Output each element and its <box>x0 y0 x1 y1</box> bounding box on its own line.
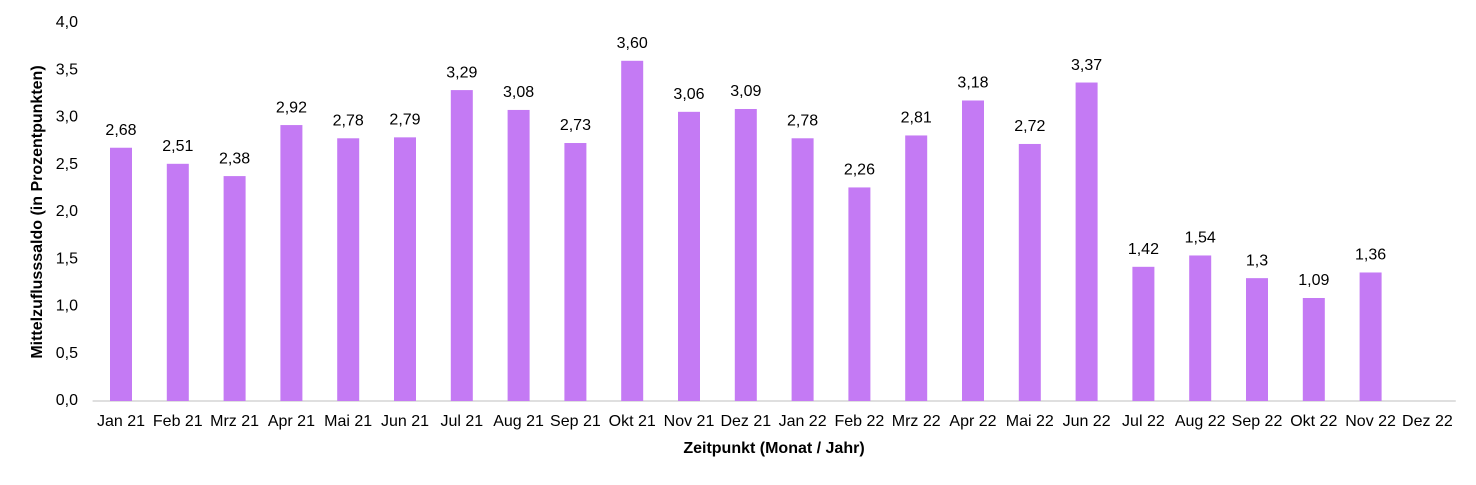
value-label: 2,92 <box>276 99 307 116</box>
value-label: 1,36 <box>1355 247 1386 264</box>
x-tick-label: Sep 21 <box>550 413 601 430</box>
x-tick-label: Jul 22 <box>1122 413 1165 430</box>
bar <box>1246 278 1268 401</box>
y-tick-label: 1,0 <box>56 298 78 315</box>
y-tick-label: 2,5 <box>56 156 78 173</box>
value-label: 2,73 <box>560 117 591 134</box>
x-tick-label: Okt 21 <box>609 413 656 430</box>
value-label: 3,18 <box>957 75 988 92</box>
x-tick-label: Mai 22 <box>1006 413 1054 430</box>
x-tick-label: Mrz 22 <box>892 413 941 430</box>
bar <box>1302 297 1325 401</box>
bar <box>507 109 530 401</box>
bar <box>564 143 587 401</box>
y-tick-label: 0,0 <box>56 392 78 409</box>
x-tick-label: Jun 21 <box>381 413 429 430</box>
bar <box>1018 143 1041 401</box>
value-label: 3,09 <box>730 83 761 100</box>
value-label: 1,09 <box>1298 272 1329 289</box>
y-tick-label: 2,0 <box>56 203 78 220</box>
bar <box>905 135 928 401</box>
value-label: 2,68 <box>105 122 136 139</box>
value-label: 2,51 <box>162 138 193 155</box>
value-label: 2,79 <box>389 112 420 129</box>
x-tick-label: Nov 22 <box>1345 413 1396 430</box>
value-label: 2,78 <box>787 113 818 130</box>
bar <box>1075 82 1098 401</box>
bar <box>962 100 984 402</box>
bar <box>791 138 814 402</box>
value-label: 1,42 <box>1128 241 1159 258</box>
y-tick-label: 1,5 <box>56 250 78 267</box>
bar <box>110 147 132 401</box>
value-label: 3,08 <box>503 84 534 101</box>
x-tick-label: Aug 22 <box>1175 413 1226 430</box>
x-tick-label: Dez 22 <box>1402 413 1453 430</box>
value-label: 2,78 <box>333 113 364 130</box>
x-tick-label: Aug 21 <box>493 413 544 430</box>
bar <box>280 125 303 401</box>
x-tick-label: Apr 21 <box>268 413 315 430</box>
y-tick-label: 0,5 <box>56 345 78 362</box>
x-tick-label: Jan 21 <box>97 413 145 430</box>
bar <box>1359 272 1382 401</box>
bar <box>337 138 360 402</box>
x-tick-label: Feb 21 <box>153 413 203 430</box>
bar <box>394 137 416 401</box>
value-label: 2,38 <box>219 150 250 167</box>
value-label: 2,26 <box>844 162 875 179</box>
y-tick-label: 3,5 <box>56 61 78 78</box>
value-label: 3,37 <box>1071 57 1102 74</box>
y-tick-label: 4,0 <box>56 14 78 31</box>
x-tick-label: Jul 21 <box>440 413 483 430</box>
value-label: 3,60 <box>617 35 648 52</box>
x-tick-label: Nov 21 <box>664 413 715 430</box>
value-label: 1,54 <box>1185 230 1216 247</box>
value-label: 1,3 <box>1246 252 1268 269</box>
x-tick-label: Apr 22 <box>949 413 996 430</box>
x-tick-label: Mai 21 <box>324 413 372 430</box>
bar <box>848 187 871 401</box>
bar <box>678 111 700 401</box>
x-tick-label: Sep 22 <box>1232 413 1283 430</box>
x-axis-title: Zeitpunkt (Monat / Jahr) <box>683 440 864 457</box>
bar <box>1132 266 1155 401</box>
value-label: 2,72 <box>1014 118 1045 135</box>
value-label: 3,06 <box>673 86 704 103</box>
bar <box>166 163 189 401</box>
value-label: 2,81 <box>901 110 932 127</box>
value-label: 3,29 <box>446 64 477 81</box>
bar <box>223 176 246 401</box>
x-tick-label: Mrz 21 <box>210 413 259 430</box>
bar <box>734 108 757 402</box>
x-tick-label: Feb 22 <box>834 413 884 430</box>
x-tick-label: Jan 22 <box>779 413 827 430</box>
x-tick-label: Okt 22 <box>1290 413 1337 430</box>
y-axis-title: Mittelzuflusssaldo (in Prozentpunkten) <box>29 65 46 358</box>
x-tick-label: Jun 22 <box>1063 413 1111 430</box>
x-tick-label: Dez 21 <box>720 413 771 430</box>
y-tick-label: 3,0 <box>56 109 78 126</box>
bar <box>1189 255 1212 401</box>
bar <box>450 90 473 401</box>
bar <box>621 60 644 402</box>
